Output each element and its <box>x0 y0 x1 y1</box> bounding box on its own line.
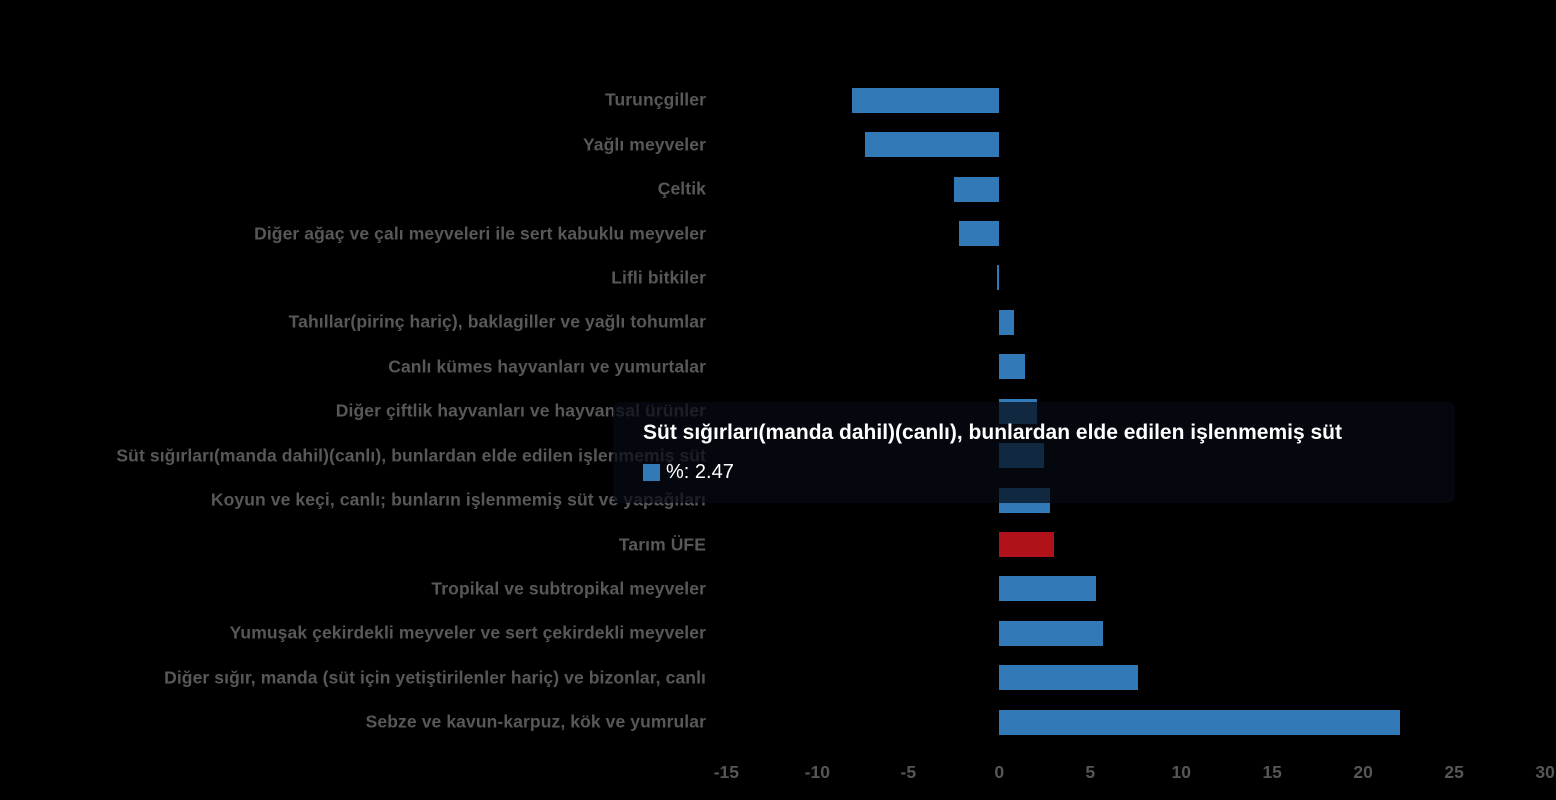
category-label: Sebze ve kavun-karpuz, kök ve yumrular <box>365 711 706 732</box>
category-label: Süt sığırları(manda dahil)(canlı), bunla… <box>116 445 706 466</box>
bar-tarim-ufe[interactable] <box>999 532 1054 557</box>
bar[interactable] <box>959 221 1000 246</box>
bar[interactable] <box>999 576 1096 602</box>
chart-tooltip: Süt sığırları(manda dahil)(canlı), bunla… <box>613 402 1455 503</box>
bar[interactable] <box>953 176 1000 202</box>
tooltip-value: %: 2.47 <box>666 461 734 483</box>
category-label: Canlı kümes hayvanları ve yumurtalar <box>388 356 706 377</box>
category-label: Diğer ağaç ve çalı meyveleri ile sert ka… <box>254 223 706 243</box>
category-label: Diğer sığır, manda (süt için yetiştirile… <box>164 667 706 688</box>
bar[interactable] <box>999 620 1103 646</box>
bar[interactable] <box>999 665 1138 691</box>
x-tick-label: 30 <box>1535 762 1555 782</box>
category-label: Yağlı meyveler <box>582 134 706 155</box>
x-tick-label: -15 <box>713 762 740 782</box>
category-label: Tropikal ve subtropikal meyveler <box>431 578 706 599</box>
category-label: Lifli bitkiler <box>611 267 706 288</box>
x-tick-label: -10 <box>804 762 830 782</box>
tooltip-series-marker-icon <box>643 464 660 481</box>
x-tick-label: 25 <box>1444 762 1464 782</box>
bar[interactable] <box>999 709 1400 735</box>
bar[interactable] <box>997 265 1000 291</box>
x-tick-label: 10 <box>1171 762 1191 782</box>
category-label: Tahıllar(pirinç hariç), baklagiller ve y… <box>288 311 706 332</box>
category-label: Koyun ve keçi, canlı; bunların işlenmemi… <box>210 489 706 510</box>
bar[interactable] <box>851 87 1000 113</box>
category-label: Yumuşak çekirdekli meyveler ve sert çeki… <box>229 622 706 643</box>
x-tick-label: 5 <box>1085 762 1096 782</box>
tooltip-value-row: %: 2.47 <box>643 461 1455 484</box>
category-label: Turunçgiller <box>604 89 706 110</box>
tooltip-title: Süt sığırları(manda dahil)(canlı), bunla… <box>643 421 1342 444</box>
bar[interactable] <box>999 309 1014 335</box>
category-label: Çeltik <box>657 178 706 199</box>
bar[interactable] <box>999 354 1025 380</box>
x-tick-label: 0 <box>994 762 1005 782</box>
x-tick-label: -5 <box>900 762 917 782</box>
bar[interactable] <box>864 132 1000 158</box>
x-tick-label: 15 <box>1262 762 1282 782</box>
x-tick-label: 20 <box>1353 762 1373 782</box>
category-label: Tarım ÜFE <box>618 534 706 554</box>
